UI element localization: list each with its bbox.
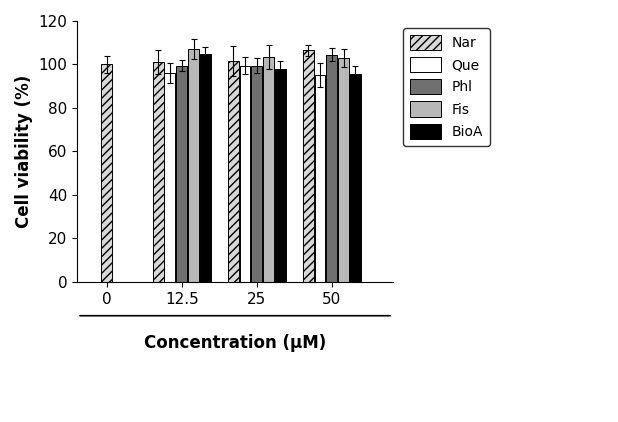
Bar bbox=[252, 65, 262, 282]
Bar bbox=[176, 65, 187, 282]
Bar bbox=[153, 62, 164, 282]
Y-axis label: Cell viability (%): Cell viability (%) bbox=[15, 75, 33, 228]
Bar bbox=[263, 57, 274, 282]
Bar bbox=[315, 76, 325, 282]
Legend: Nar, Que, Phl, Fis, BioA: Nar, Que, Phl, Fis, BioA bbox=[403, 28, 490, 146]
Bar bbox=[326, 55, 337, 282]
Bar bbox=[227, 61, 239, 282]
Text: Concentration (μM): Concentration (μM) bbox=[144, 334, 326, 352]
Bar bbox=[164, 73, 176, 282]
Bar bbox=[200, 54, 211, 282]
Bar bbox=[240, 65, 250, 282]
Bar bbox=[350, 74, 361, 282]
Bar bbox=[338, 58, 349, 282]
Bar bbox=[275, 69, 286, 282]
Bar bbox=[303, 50, 313, 282]
Bar bbox=[101, 65, 112, 282]
Bar bbox=[188, 49, 199, 282]
